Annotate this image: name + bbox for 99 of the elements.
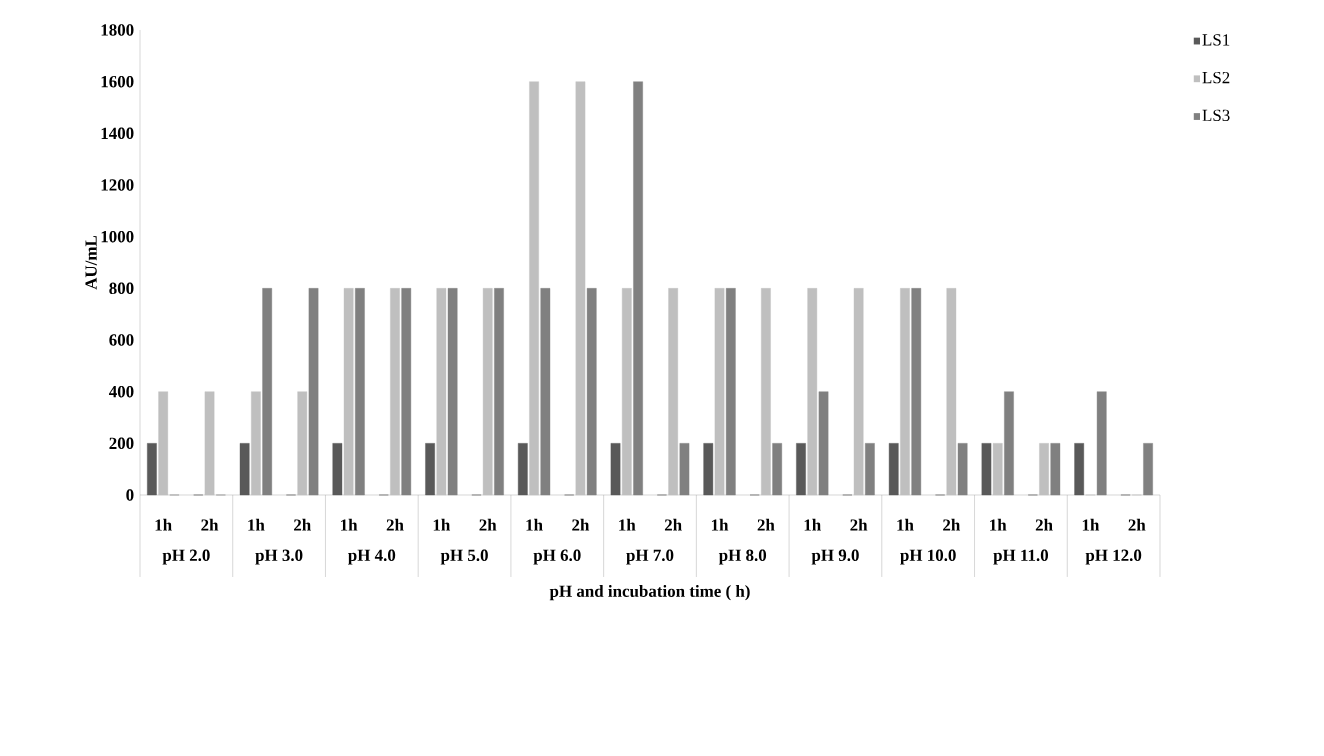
bar — [725, 288, 736, 496]
x-tick-label: 1h — [804, 518, 821, 531]
bar — [575, 81, 586, 496]
bar — [888, 443, 899, 496]
x-tick-label: 1h — [619, 518, 636, 531]
x-tick-label: 1h — [711, 518, 729, 531]
bar — [668, 288, 679, 496]
bar — [714, 288, 725, 496]
y-axis-title: AU/mL — [85, 235, 97, 290]
text: pH 9.0 — [811, 549, 859, 565]
bar — [796, 443, 806, 496]
text: pH 12.0 — [1085, 549, 1142, 565]
x-tick-label: 1h — [155, 518, 172, 531]
bar — [1050, 443, 1061, 496]
x-tick-label: 2h — [757, 518, 775, 531]
bar — [436, 288, 447, 496]
bar — [540, 288, 551, 496]
y-tick-label: 600 — [109, 334, 134, 346]
x-tick-label: 2h — [1128, 518, 1146, 531]
x-tick-label: 1h — [248, 518, 265, 531]
x-tick-label: 1h — [526, 518, 543, 531]
y-tick-label: 1200 — [101, 179, 134, 191]
bar — [946, 288, 957, 496]
text: pH 4.0 — [348, 549, 396, 565]
bar — [633, 81, 643, 496]
bar — [262, 288, 273, 496]
legend-label: LS2 — [1202, 71, 1230, 84]
bar — [1039, 443, 1049, 496]
x-tick-label: 1h — [990, 518, 1007, 531]
text: pH 7.0 — [626, 549, 674, 565]
bar — [911, 288, 922, 496]
bar — [297, 391, 308, 496]
bar — [853, 288, 864, 496]
bar — [957, 443, 968, 496]
legend-label: LS3 — [1202, 109, 1230, 122]
legend-label: LS1 — [1202, 34, 1230, 46]
bar — [818, 391, 829, 496]
text: pH 10.0 — [900, 549, 956, 565]
y-tick-label: 200 — [109, 437, 134, 450]
bar — [1074, 443, 1085, 496]
bar — [981, 443, 992, 496]
bar — [239, 443, 250, 496]
bar — [251, 391, 261, 496]
bar — [807, 288, 818, 496]
x-tick-label: 2h — [572, 518, 590, 531]
text: pH 2.0 — [162, 549, 210, 565]
x-tick-label: 1h — [433, 518, 451, 531]
bar — [610, 443, 621, 496]
y-tick-label: 1600 — [101, 75, 134, 88]
bar — [147, 443, 157, 496]
bar — [482, 288, 493, 496]
bar — [158, 391, 169, 496]
x-tick-label: 1h — [341, 518, 358, 531]
y-tick-label: 800 — [109, 282, 134, 295]
bar — [529, 81, 539, 496]
bar — [865, 443, 875, 496]
bar — [703, 443, 714, 496]
bar — [332, 443, 343, 496]
bar — [900, 288, 910, 496]
bar — [425, 443, 435, 496]
bar — [772, 443, 782, 496]
y-tick-label: 400 — [108, 385, 134, 398]
x-tick-label: 2h — [386, 518, 404, 531]
bar — [494, 288, 504, 496]
text: pH 5.0 — [440, 549, 488, 565]
y-tick-label: 1400 — [101, 127, 134, 140]
bar — [761, 288, 771, 496]
y-tick-label: 1800 — [101, 24, 134, 36]
bar — [390, 288, 400, 496]
bar — [1096, 391, 1107, 496]
bar — [204, 391, 215, 496]
bar — [517, 443, 528, 496]
x-tick-label: 2h — [479, 518, 497, 531]
bar — [679, 443, 690, 496]
bar — [1143, 443, 1153, 496]
x-tick-label: 1h — [897, 518, 914, 531]
x-tick-label: 2h — [664, 518, 682, 531]
x-tick-label: 1h — [1082, 518, 1100, 531]
text: pH 11.0 — [993, 549, 1049, 565]
bar — [586, 288, 597, 496]
x-tick-label: 2h — [294, 518, 311, 531]
text: pH 3.0 — [255, 549, 303, 565]
y-tick-label: 1000 — [101, 230, 134, 243]
bar — [308, 288, 319, 496]
text: pH 6.0 — [533, 549, 581, 565]
bar — [1004, 391, 1014, 496]
y-tick-label: 0 — [126, 489, 134, 501]
bar — [343, 288, 354, 496]
x-tick-label: 2h — [943, 518, 961, 531]
bar — [355, 288, 365, 496]
bar — [621, 288, 632, 496]
bar — [401, 288, 412, 496]
bar — [992, 443, 1003, 496]
x-tick-label: 2h — [850, 518, 868, 531]
text: pH 8.0 — [718, 549, 767, 565]
x-axis-title: pH and incubation time ( h) — [549, 584, 750, 601]
x-tick-label: 2h — [1035, 518, 1053, 531]
bar — [447, 288, 458, 496]
x-tick-label: 2h — [201, 518, 219, 531]
